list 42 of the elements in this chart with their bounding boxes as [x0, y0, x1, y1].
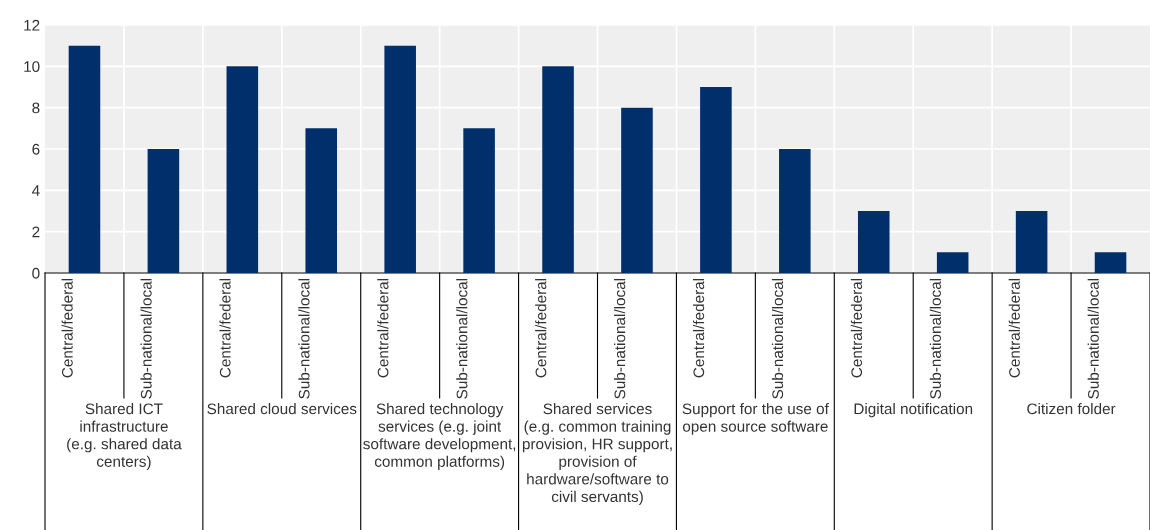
y-tick-label: 8 — [32, 102, 40, 114]
x-tick-label: Sub-national/local — [1087, 278, 1099, 399]
x-tick-label: Sub-national/local — [298, 278, 310, 399]
x-tick-label: Sub-national/local — [456, 278, 468, 399]
bar — [1015, 211, 1048, 273]
bar — [305, 128, 338, 273]
y-tick-label: 0 — [32, 267, 40, 279]
text: Shared ICT infrastructure (e.g. shared data centers) — [67, 403, 182, 470]
x-tick-label: Sub-national/local — [140, 278, 152, 399]
x-tick-label: Sub-national/local — [614, 278, 626, 399]
x-tick-label: Central/federal — [61, 278, 73, 378]
y-tick-label: 4 — [31, 185, 40, 196]
bar — [1094, 252, 1127, 273]
bar — [68, 45, 101, 273]
x-tick-label: Central/federal — [535, 278, 547, 378]
text: Shared cloud services — [207, 403, 357, 415]
text: Shared services (e.g. common training provision, HR support, provision of hardware/software to civil servants) — [522, 403, 672, 506]
bar — [857, 211, 890, 273]
x-tick-label: Central/federal — [1008, 278, 1020, 378]
text: Support for the use of open source software — [682, 403, 829, 435]
text: Citizen folder — [1027, 403, 1116, 415]
x-tick-label: Central/federal — [850, 278, 863, 378]
bar — [621, 107, 653, 273]
y-tick-label: 10 — [24, 61, 40, 73]
bar — [542, 66, 574, 273]
x-tick-label: Sub-national/local — [771, 278, 784, 399]
text: Shared technology services (e.g. joint software development, common platforms) — [363, 403, 516, 470]
text: Digital notification — [854, 403, 973, 418]
x-tick-label: Central/federal — [377, 278, 389, 378]
x-tick-label: Central/federal — [692, 278, 705, 378]
bar — [226, 66, 259, 273]
y-tick-label: 12 — [24, 19, 40, 31]
y-tick-label: 2 — [32, 226, 40, 238]
bar — [463, 128, 495, 273]
bar — [779, 149, 811, 273]
x-tick-label: Sub-national/local — [929, 278, 941, 399]
bar — [147, 149, 180, 273]
bar — [936, 252, 969, 273]
bar — [700, 87, 732, 273]
bar — [384, 45, 416, 273]
x-tick-label: Central/federal — [219, 278, 231, 378]
y-tick-label: 6 — [32, 143, 40, 155]
